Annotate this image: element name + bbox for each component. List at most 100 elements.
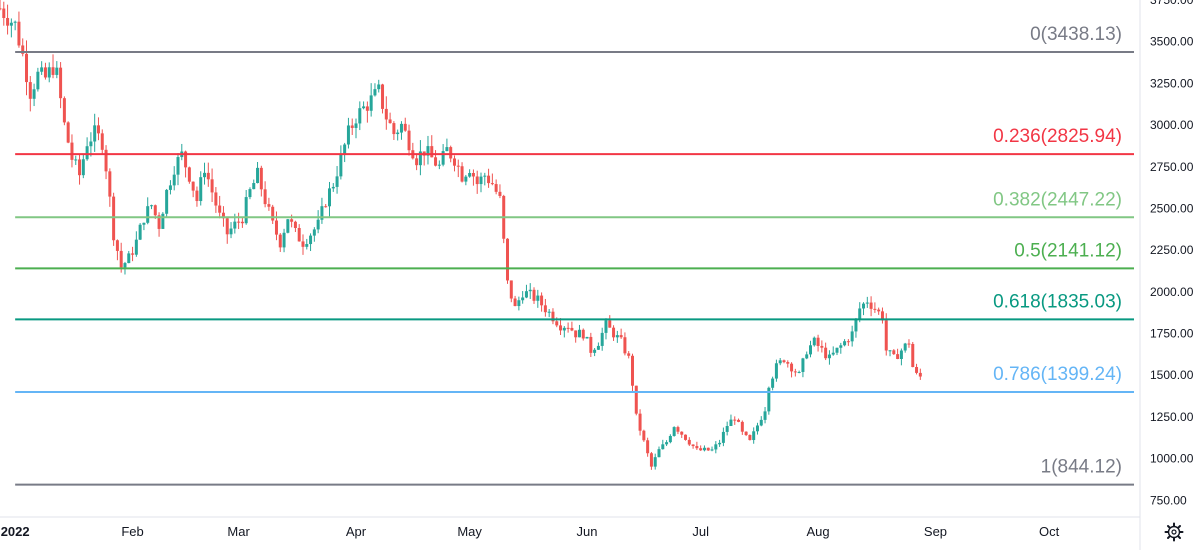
candle (316, 210, 320, 234)
fib-level-label: 0(3438.13) (1030, 24, 1122, 45)
candle (755, 422, 759, 435)
candle (778, 357, 782, 366)
candle (721, 427, 725, 447)
price-tick-label: 3750.00 (1150, 0, 1194, 7)
candle (676, 425, 680, 435)
candle (66, 121, 70, 144)
candle (748, 434, 752, 441)
candle (896, 348, 900, 360)
time-axis[interactable]: 2022 Feb Mar Apr May Jun Jul Aug Sep Oct (1, 524, 1060, 539)
candle (168, 180, 172, 195)
candle (309, 233, 313, 252)
time-tick-label: Feb (121, 524, 143, 539)
candle (142, 222, 146, 231)
candle (718, 439, 722, 447)
candle (843, 339, 847, 347)
time-tick-label: Jul (692, 524, 709, 539)
price-tick-label: 2750.00 (1150, 160, 1194, 174)
candle (55, 61, 59, 79)
candle (244, 190, 248, 225)
candle (839, 342, 843, 354)
candle (335, 166, 339, 194)
candle (665, 440, 669, 447)
price-axis[interactable]: 750.00 1000.00 1250.00 1500.00 1750.00 2000.0… (1150, 0, 1194, 507)
candle (873, 302, 877, 313)
fib-retracement[interactable]: 0(3438.13) 0.236(2825.94) 0.382(2447.22) 0.… (15, 24, 1134, 486)
candle (468, 169, 472, 178)
candle (634, 385, 638, 416)
candle (740, 420, 744, 435)
candle (271, 204, 275, 225)
candle (89, 132, 93, 157)
candle (195, 186, 199, 207)
candle (487, 168, 491, 188)
candle (426, 135, 430, 165)
time-tick-label: 2022 (1, 524, 30, 539)
candle (354, 118, 358, 139)
candle (274, 211, 278, 241)
candle (888, 350, 892, 357)
candle (40, 61, 44, 75)
candle (218, 195, 222, 219)
candle (343, 142, 347, 163)
candle (771, 376, 775, 391)
candle (612, 325, 616, 341)
candle (521, 291, 525, 304)
candle (551, 308, 555, 325)
candle (320, 197, 324, 224)
candle (684, 434, 688, 441)
time-tick-label: Sep (924, 524, 947, 539)
candle (509, 280, 513, 303)
candle (263, 181, 267, 208)
candle (157, 212, 161, 237)
candle (517, 296, 521, 311)
candle (559, 318, 563, 336)
candle (214, 187, 218, 213)
fib-level-label: 0.382(2447.22) (993, 189, 1122, 210)
settings-gear-icon[interactable] (1164, 522, 1184, 542)
candle (452, 155, 456, 172)
candle (47, 62, 51, 83)
candle (695, 441, 699, 450)
price-tick-label: 1250.00 (1150, 410, 1194, 424)
candle (918, 368, 922, 380)
candle (396, 129, 400, 141)
candle (528, 283, 532, 299)
candle (278, 233, 282, 252)
candle (403, 117, 407, 132)
candle (691, 444, 695, 449)
candle (229, 222, 233, 239)
candle (911, 342, 915, 368)
candle (21, 38, 25, 57)
candle (70, 134, 74, 168)
candle (191, 181, 195, 198)
candle (846, 339, 850, 346)
candle (100, 129, 104, 155)
candle (282, 228, 286, 253)
candle (812, 336, 816, 347)
candle (365, 101, 369, 123)
candle (9, 18, 13, 38)
candle (657, 446, 661, 458)
fib-level-label: 0.618(1835.03) (993, 291, 1122, 312)
price-tick-label: 750.00 (1150, 493, 1187, 507)
candle (668, 434, 672, 444)
candle (25, 40, 29, 96)
candle (816, 334, 820, 352)
candle (456, 159, 460, 178)
candle (388, 112, 392, 124)
candle (827, 350, 831, 365)
candle (574, 330, 578, 343)
candle (138, 223, 142, 241)
candle (699, 445, 703, 451)
candle (93, 113, 97, 152)
candle (32, 83, 36, 107)
candle (733, 416, 737, 425)
candle (240, 218, 244, 228)
candle (324, 203, 328, 208)
candle (680, 431, 684, 438)
candle (180, 143, 184, 161)
candle (115, 239, 119, 261)
fib-level-label: 1(844.12) (1041, 457, 1122, 478)
